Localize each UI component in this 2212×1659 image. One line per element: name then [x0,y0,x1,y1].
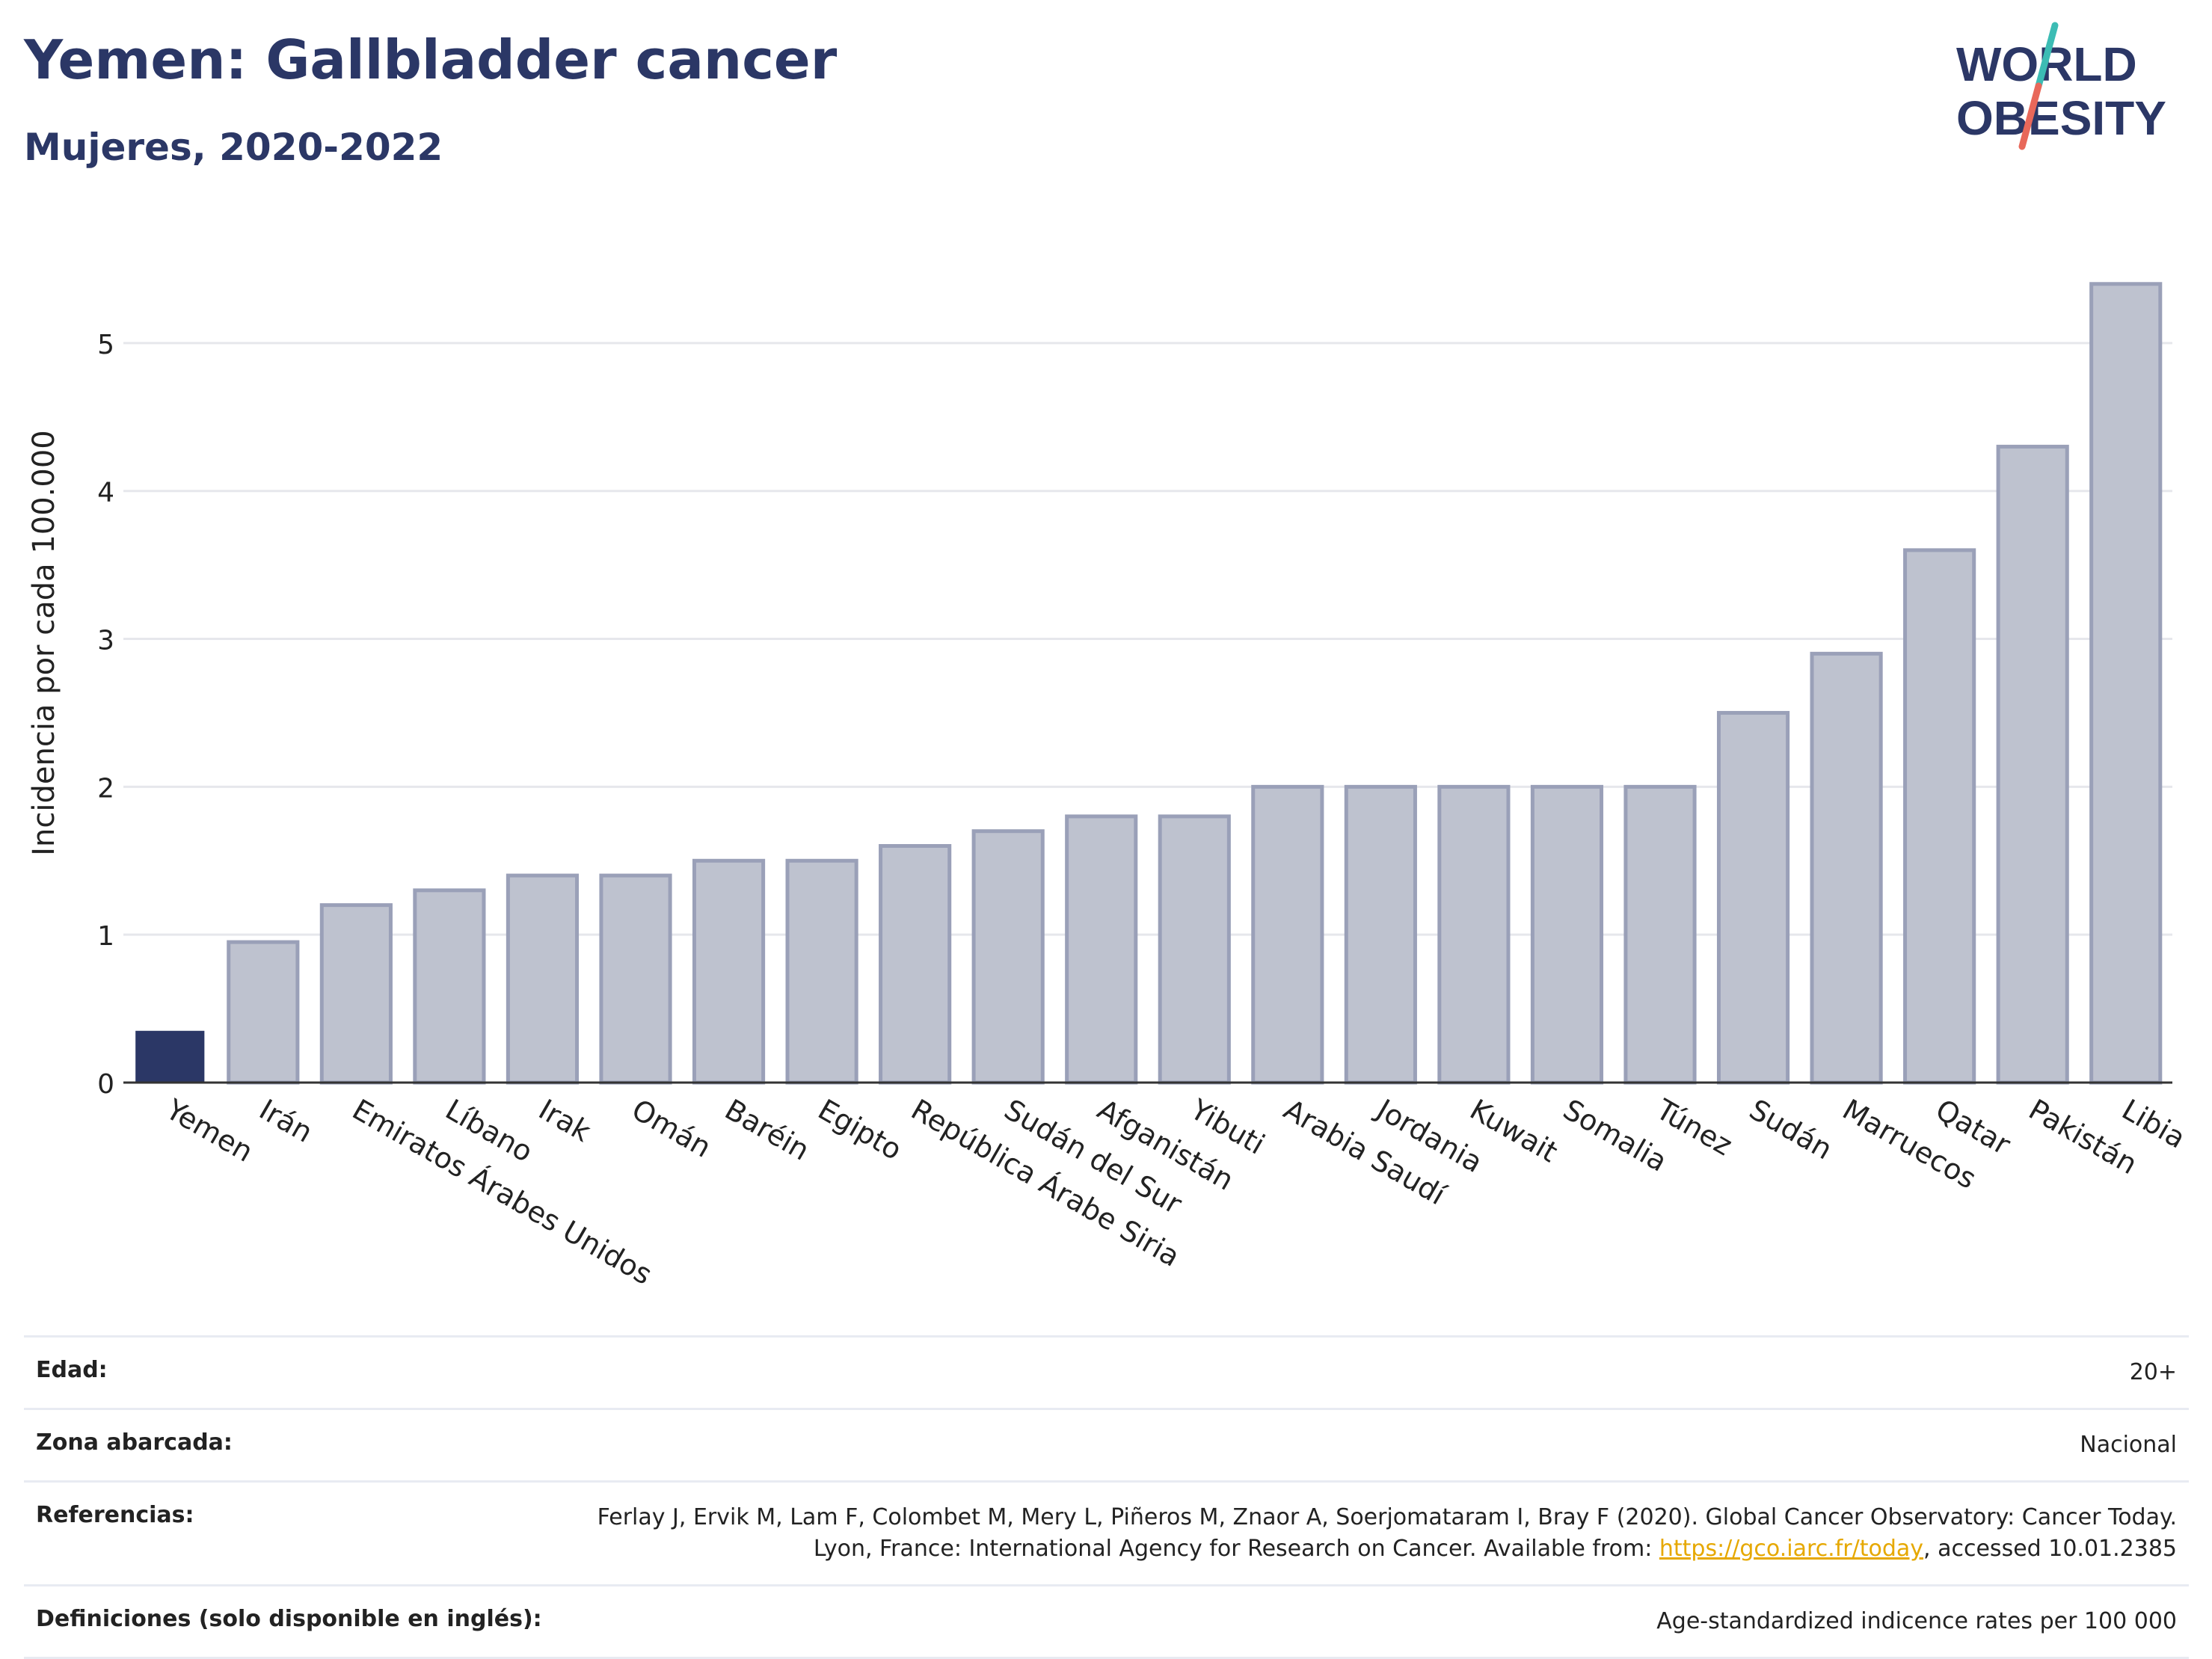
logo-slash-red [2018,82,2042,150]
bar [1158,814,1231,1085]
x-tick-label: Egipto [813,1093,908,1167]
bar [1810,651,1883,1085]
bar [1437,784,1511,1085]
meta-row-references: Referencias: Ferlay J, Ervik M, Lam F, C… [24,1480,2189,1584]
bar [971,829,1045,1085]
bar [1530,784,1604,1085]
y-tick-label: 0 [97,1069,114,1100]
y-tick-label: 5 [97,330,114,360]
meta-label: Definiciones (solo disponible en inglés)… [36,1606,542,1632]
bar [1251,784,1324,1085]
bar [599,873,672,1085]
x-tick-label: Baréin [719,1093,815,1167]
x-tick-label: Omán [627,1093,717,1164]
meta-value: Age-standardized indicence rates per 100… [1656,1608,2177,1634]
meta-row-age: Edad: 20+ [24,1335,2189,1408]
bar [2089,282,2163,1085]
bar [1065,814,1138,1085]
meta-value: 20+ [2129,1359,2177,1385]
chart-subtitle: Mujeres, 2020-2022 [24,126,443,169]
bar [1623,784,1697,1085]
x-tick-label: Irak [533,1093,596,1148]
y-tick-label: 3 [97,626,114,656]
y-tick-label: 1 [97,921,114,952]
x-tick-label: Yemen [160,1092,259,1169]
reference-text-end: , accessed 10.01.2385 [1923,1536,2177,1562]
bars [135,282,2163,1085]
reference-link[interactable]: https://gco.iarc.fr/today [1659,1536,1924,1562]
meta-row-area: Zona abarcada: Nacional [24,1408,2189,1480]
logo-slash-teal [2035,22,2059,90]
x-tick-label: Sudán [1744,1093,1838,1166]
x-tick-label: Somalia [1558,1093,1673,1178]
bar [1903,548,1976,1085]
world-obesity-logo: WORLD OBESITY [1956,22,2166,150]
chart-title: Yemen: Gallbladder cancer [24,28,838,91]
bar [1716,710,1790,1085]
bar [135,1030,205,1083]
bar [785,858,858,1085]
y-tick-label: 4 [97,478,114,508]
bar [692,858,766,1085]
reference-text: Ferlay J, Ervik M, Lam F, Colombet M, Me… [597,1504,2177,1562]
meta-value: Nacional [2080,1432,2177,1458]
meta-label: Edad: [36,1357,108,1383]
meta-label: Zona abarcada: [36,1429,233,1456]
bar [319,903,393,1085]
meta-label: Referencias: [36,1502,194,1528]
bar [506,873,580,1085]
bar [1996,444,2069,1085]
bar [879,843,952,1085]
y-tick-label: 2 [97,773,114,804]
x-tick-label: Irán [254,1093,318,1149]
logo-word-obesity: OBESITY [1956,91,2166,145]
metadata-table: Edad: 20+ Zona abarcada: Nacional Refere… [24,1335,2189,1659]
bar [1344,784,1417,1085]
bar [413,888,486,1085]
y-axis-label: Incidencia por cada 100.000 [27,430,61,856]
meta-row-definitions: Definiciones (solo disponible en inglés)… [24,1584,2189,1659]
meta-value: Ferlay J, Ervik M, Lam F, Colombet M, Me… [532,1502,2177,1565]
bar [227,940,300,1085]
